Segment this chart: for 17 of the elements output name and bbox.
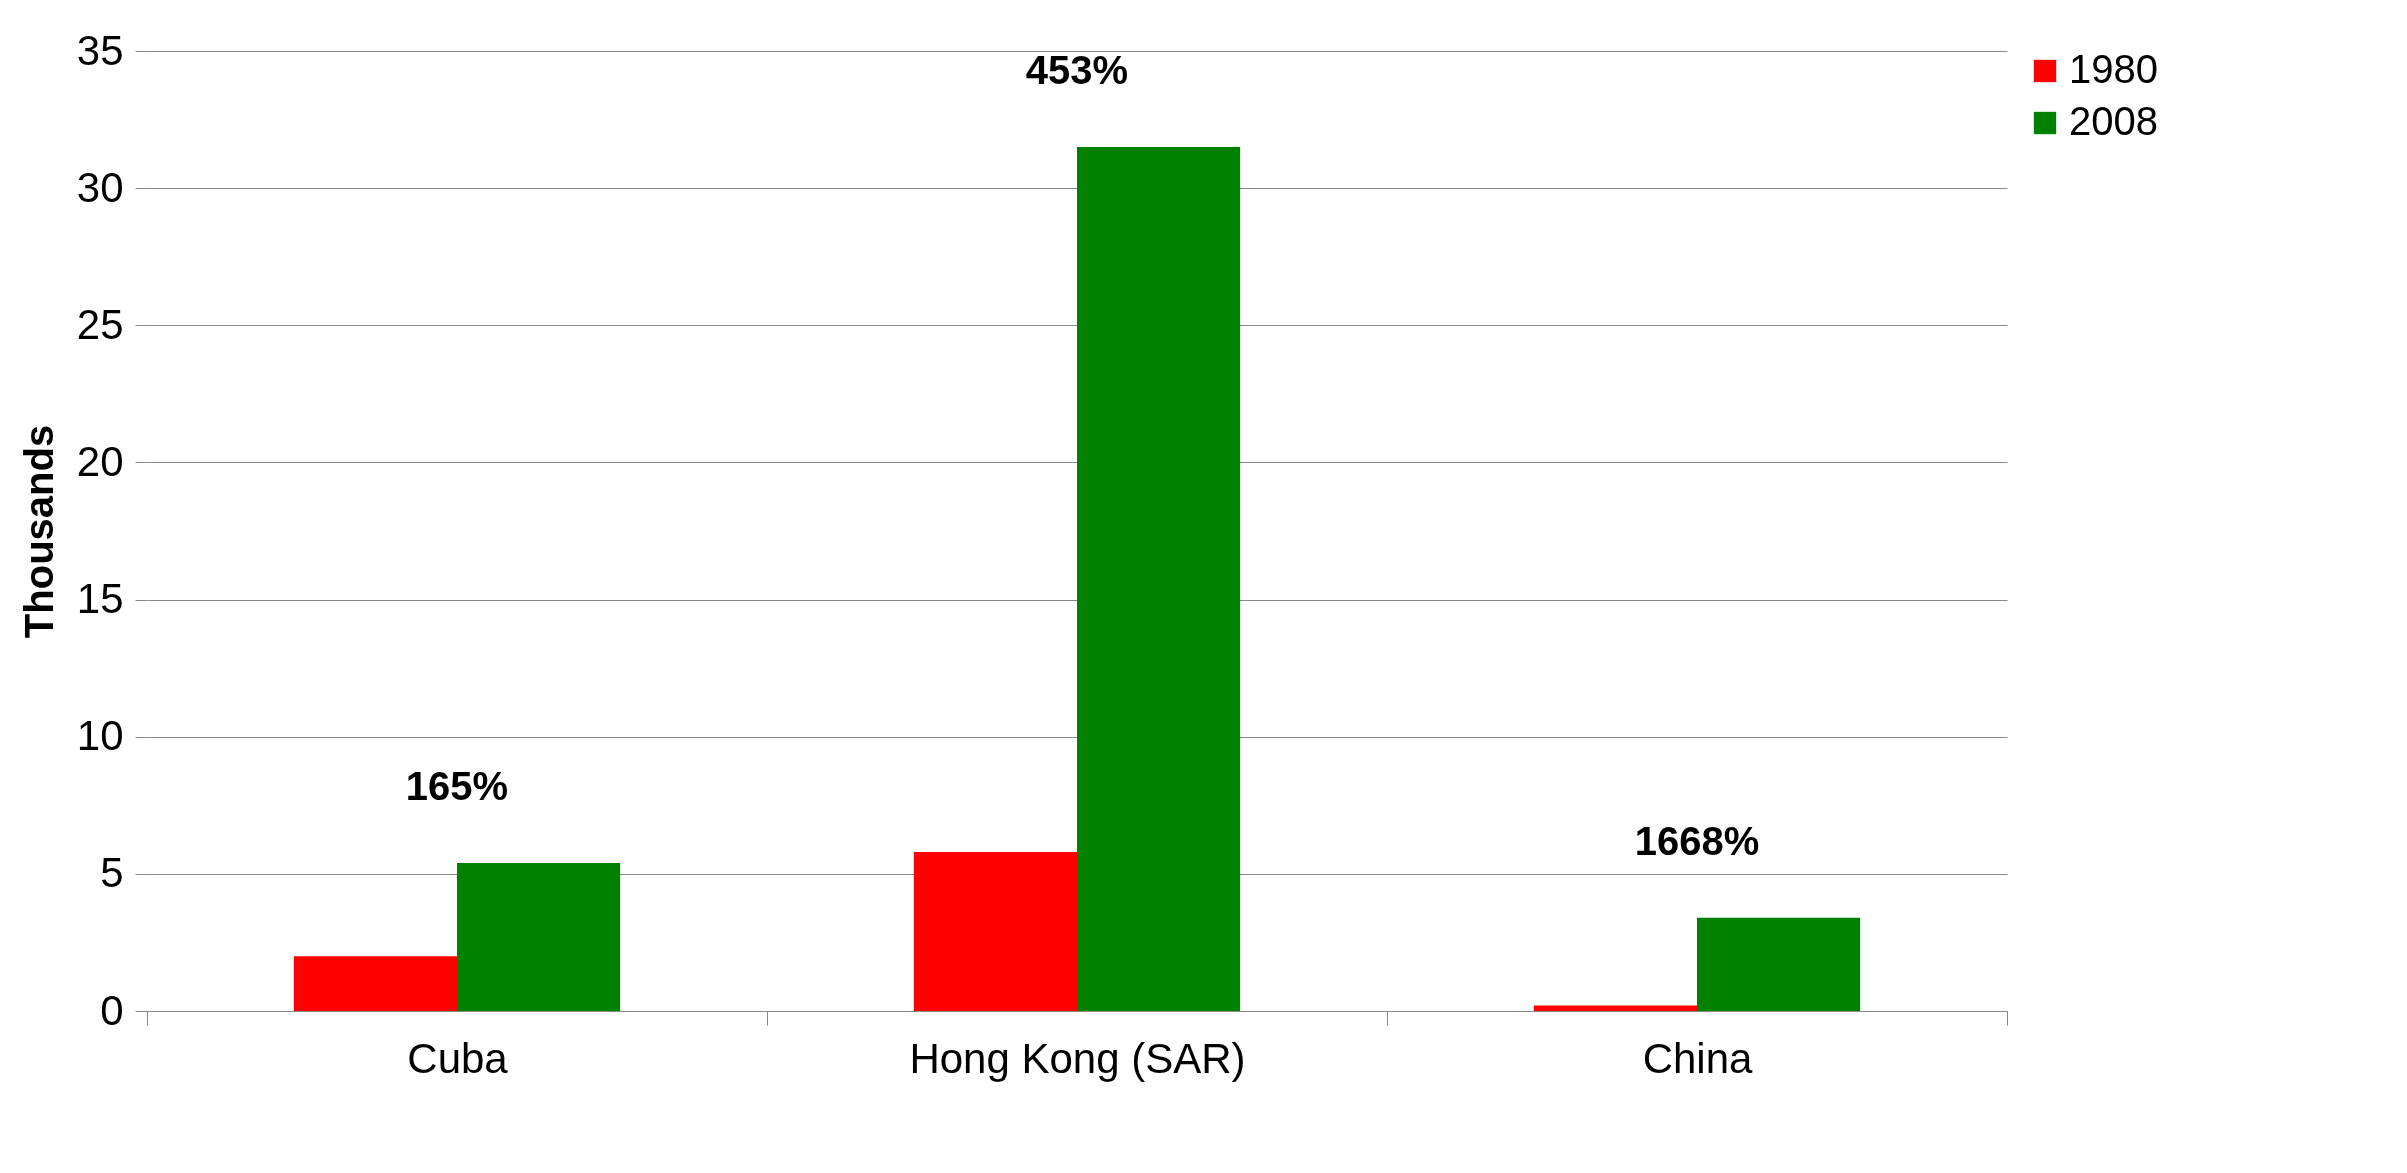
y-tick-label: 10 bbox=[76, 712, 124, 760]
y-tick-label: 35 bbox=[76, 26, 124, 74]
y-tick-label: 25 bbox=[76, 300, 124, 348]
annotation: 1668% bbox=[1634, 818, 1760, 863]
x-tick-label: Cuba bbox=[407, 1034, 509, 1082]
x-tick-label: Hong Kong (SAR) bbox=[909, 1034, 1246, 1082]
y-tick-label: 20 bbox=[76, 437, 124, 485]
y-axis-title: Thousands bbox=[16, 424, 61, 639]
legend-label: 2008 bbox=[2069, 99, 2158, 143]
y-tick-label: 15 bbox=[76, 575, 124, 623]
x-tick-label: China bbox=[1642, 1034, 1753, 1082]
annotation: 165% bbox=[405, 763, 509, 808]
y-tick-label: 5 bbox=[100, 849, 124, 897]
legend-label: 1980 bbox=[2069, 47, 2158, 91]
annotation: 453% bbox=[1025, 48, 1129, 92]
y-tick-label: 0 bbox=[100, 986, 124, 1034]
y-tick-label: 30 bbox=[76, 163, 124, 211]
